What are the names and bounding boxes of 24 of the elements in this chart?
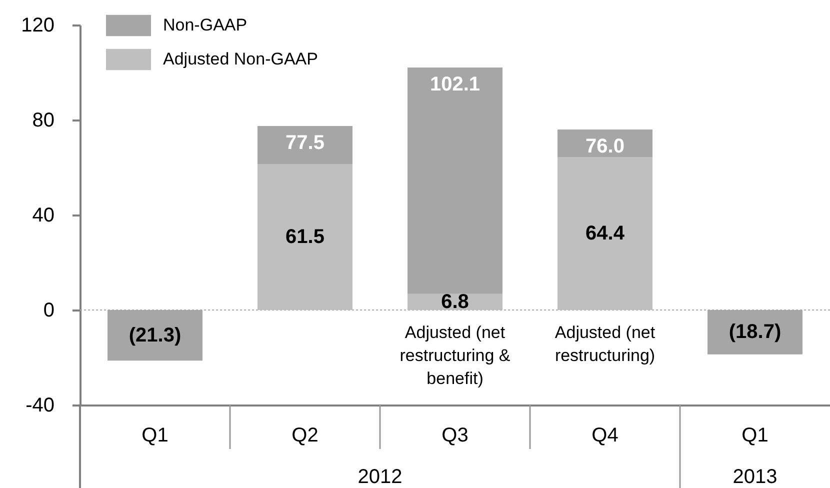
y-tick-label: 0 bbox=[43, 300, 54, 322]
x-tick-label: Q2 bbox=[292, 424, 318, 446]
x-tick-label: Q4 bbox=[592, 424, 618, 446]
y-tick-label: 80 bbox=[32, 110, 54, 132]
text: 2012 bbox=[358, 466, 402, 488]
x-tick-label: Q1 bbox=[142, 424, 168, 446]
annotation: Adjusted (net restructuring & benefit) bbox=[400, 323, 511, 388]
legend-label: Adjusted Non-GAAP bbox=[163, 50, 318, 68]
total-label: (18.7) bbox=[728, 321, 782, 344]
annotation: Adjusted (net restructuring) bbox=[554, 323, 656, 365]
data-label: 6.8 bbox=[441, 290, 469, 313]
x-tick-label: Q3 bbox=[442, 424, 468, 446]
legend-label: Non-GAAP bbox=[163, 16, 248, 34]
x-tick-label: Q1 bbox=[742, 424, 768, 446]
data-label: 64.4 bbox=[586, 222, 626, 245]
total-label: 102.1 bbox=[430, 74, 480, 96]
data-label: 61.5 bbox=[286, 226, 324, 248]
text: 2013 bbox=[732, 466, 778, 488]
total-label: 77.5 bbox=[286, 132, 324, 154]
total-label: 76.0 bbox=[586, 136, 624, 158]
y-tick-label: 120 bbox=[21, 14, 54, 36]
total-label: (21.3) bbox=[128, 324, 182, 346]
y-tick-label: -40 bbox=[26, 394, 54, 416]
y-tick-label: 40 bbox=[32, 204, 54, 226]
